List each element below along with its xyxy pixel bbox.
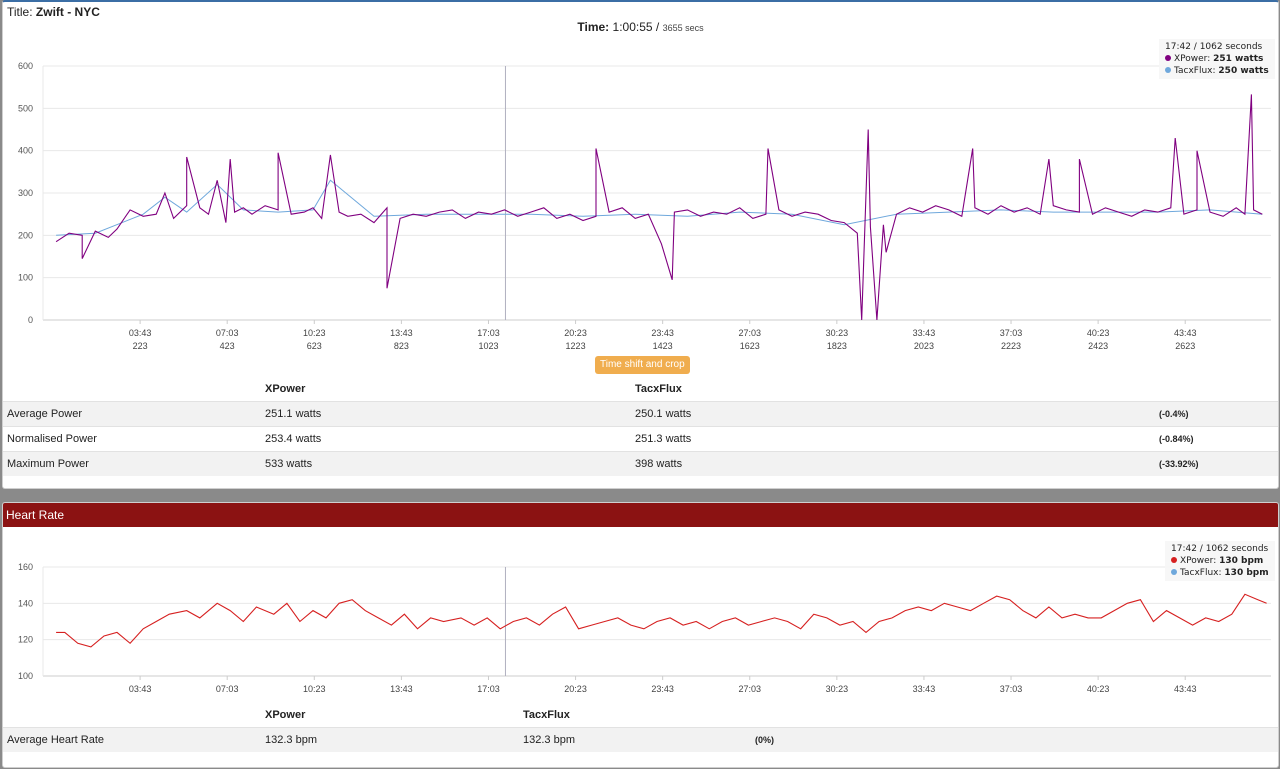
header-xpower: XPower [265,709,306,721]
header-tacxflux: TacxFlux [635,383,682,395]
power-panel: Title: Zwift - NYC Time: 1:00:55 / 3655 … [2,0,1279,489]
power-x-tick-label: 40:23 [1087,328,1110,338]
power-stats-header-row: XPower TacxFlux [3,377,1278,402]
hr-tooltip-row-xpower: XPower: 130 bpm [1171,555,1269,567]
hr-series-xpower-line [56,593,1267,648]
power-x-tick-sec-label: 2623 [1175,341,1195,351]
heart-rate-header: Heart Rate [3,503,1278,527]
power-y-tick-label: 0 [28,315,33,325]
hr-stats-table: XPower TacxFlux Average Heart Rate 132.3… [3,703,1278,752]
hr-tooltip: 17:42 / 1062 seconds XPower: 130 bpm Tac… [1165,541,1275,581]
xpower-dot-icon [1165,55,1171,61]
power-x-tick-sec-label: 1023 [478,341,498,351]
tacxflux-hr-dot-icon [1171,569,1177,575]
power-stats-table: XPower TacxFlux Average Power 251.1 watt… [3,377,1278,476]
tacxflux-dot-icon [1165,67,1171,73]
power-x-tick-label: 07:03 [216,328,239,338]
header-tacxflux: TacxFlux [523,709,570,721]
hr-stats-header-row: XPower TacxFlux [3,703,1278,728]
hr-y-tick-label: 120 [18,635,33,645]
power-x-tick-label: 10:23 [303,328,326,338]
power-y-tick-label: 600 [18,61,33,71]
hr-x-tick-label: 37:03 [1000,684,1023,694]
hr-y-tick-label: 160 [18,562,33,572]
power-x-tick-sec-label: 1623 [740,341,760,351]
hr-y-tick-label: 100 [18,671,33,681]
hr-x-tick-label: 13:43 [390,684,413,694]
power-tooltip: 17:42 / 1062 seconds XPower: 251 watts T… [1159,39,1275,79]
xpower-hr-dot-icon [1171,557,1177,563]
power-y-tick-label: 500 [18,103,33,113]
power-series-xpower-line [55,94,1263,321]
hr-x-tick-label: 03:43 [129,684,152,694]
ride-title: Title: Zwift - NYC [7,5,100,19]
hr-x-tick-label: 43:43 [1174,684,1197,694]
power-x-tick-sec-label: 1223 [566,341,586,351]
ride-time: Time: 1:00:55 / 3655 secs [577,20,704,34]
power-x-tick-label: 27:03 [738,328,761,338]
power-y-tick-label: 100 [18,273,33,283]
hr-tooltip-row-tacxflux: TacxFlux: 130 bpm [1171,567,1269,579]
hr-x-tick-label: 27:03 [738,684,761,694]
table-row: Maximum Power 533 watts 398 watts (-33.9… [3,451,1278,476]
hr-x-tick-label: 20:23 [564,684,587,694]
power-x-tick-sec-label: 2423 [1088,341,1108,351]
power-x-tick-label: 20:23 [564,328,587,338]
table-row: Average Heart Rate 132.3 bpm 132.3 bpm (… [3,727,1278,752]
power-tooltip-row-xpower: XPower: 251 watts [1165,53,1269,65]
power-x-tick-label: 30:23 [826,328,849,338]
power-x-tick-sec-label: 1823 [827,341,847,351]
hr-x-tick-label: 10:23 [303,684,326,694]
header-xpower: XPower [265,383,306,395]
power-x-tick-sec-label: 423 [220,341,235,351]
ride-title-value: Zwift - NYC [35,5,100,19]
power-x-tick-label: 37:03 [1000,328,1023,338]
hr-x-tick-label: 40:23 [1087,684,1110,694]
power-x-tick-label: 17:03 [477,328,500,338]
heart-rate-chart[interactable]: 100 120 140 160 03:43 07:03 10:23 13:43 17:03 20:… [3,503,1278,703]
hr-y-tick-label: 140 [18,598,33,608]
power-x-tick-label: 13:43 [390,328,413,338]
power-x-tick-label: 33:43 [913,328,936,338]
hr-x-tick-label: 33:43 [913,684,936,694]
hr-x-tick-label: 23:43 [651,684,674,694]
power-y-tick-label: 200 [18,230,33,240]
power-tooltip-row-tacxflux: TacxFlux: 250 watts [1165,65,1269,77]
power-y-tick-label: 300 [18,188,33,198]
power-y-tick-label: 400 [18,146,33,156]
power-x-tick-sec-label: 823 [394,341,409,351]
power-x-tick-label: 43:43 [1174,328,1197,338]
table-row: Normalised Power 253.4 watts 251.3 watts… [3,426,1278,452]
hr-x-tick-label: 17:03 [477,684,500,694]
power-x-tick-sec-label: 223 [133,341,148,351]
heart-rate-panel: Heart Rate 100 120 140 160 03:43 07:03 10:23 13… [2,502,1279,768]
hr-x-tick-label: 07:03 [216,684,239,694]
hr-tooltip-header: 17:42 / 1062 seconds [1171,544,1269,554]
hr-x-tick-label: 30:23 [826,684,849,694]
power-x-tick-sec-label: 623 [307,341,322,351]
time-shift-crop-button[interactable]: Time shift and crop [595,356,690,374]
table-row: Average Power 251.1 watts 250.1 watts (-… [3,401,1278,427]
power-chart[interactable]: 0 100 200 300 400 500 600 03:43 223 07:03 423 10:23… [3,2,1278,362]
power-x-tick-label: 23:43 [651,328,674,338]
power-x-tick-sec-label: 2223 [1001,341,1021,351]
power-tooltip-header: 17:42 / 1062 seconds [1165,42,1263,52]
power-x-tick-label: 03:43 [129,328,152,338]
power-series-tacxflux-line [56,179,1263,236]
power-x-tick-sec-label: 2023 [914,341,934,351]
power-x-tick-sec-label: 1423 [653,341,673,351]
